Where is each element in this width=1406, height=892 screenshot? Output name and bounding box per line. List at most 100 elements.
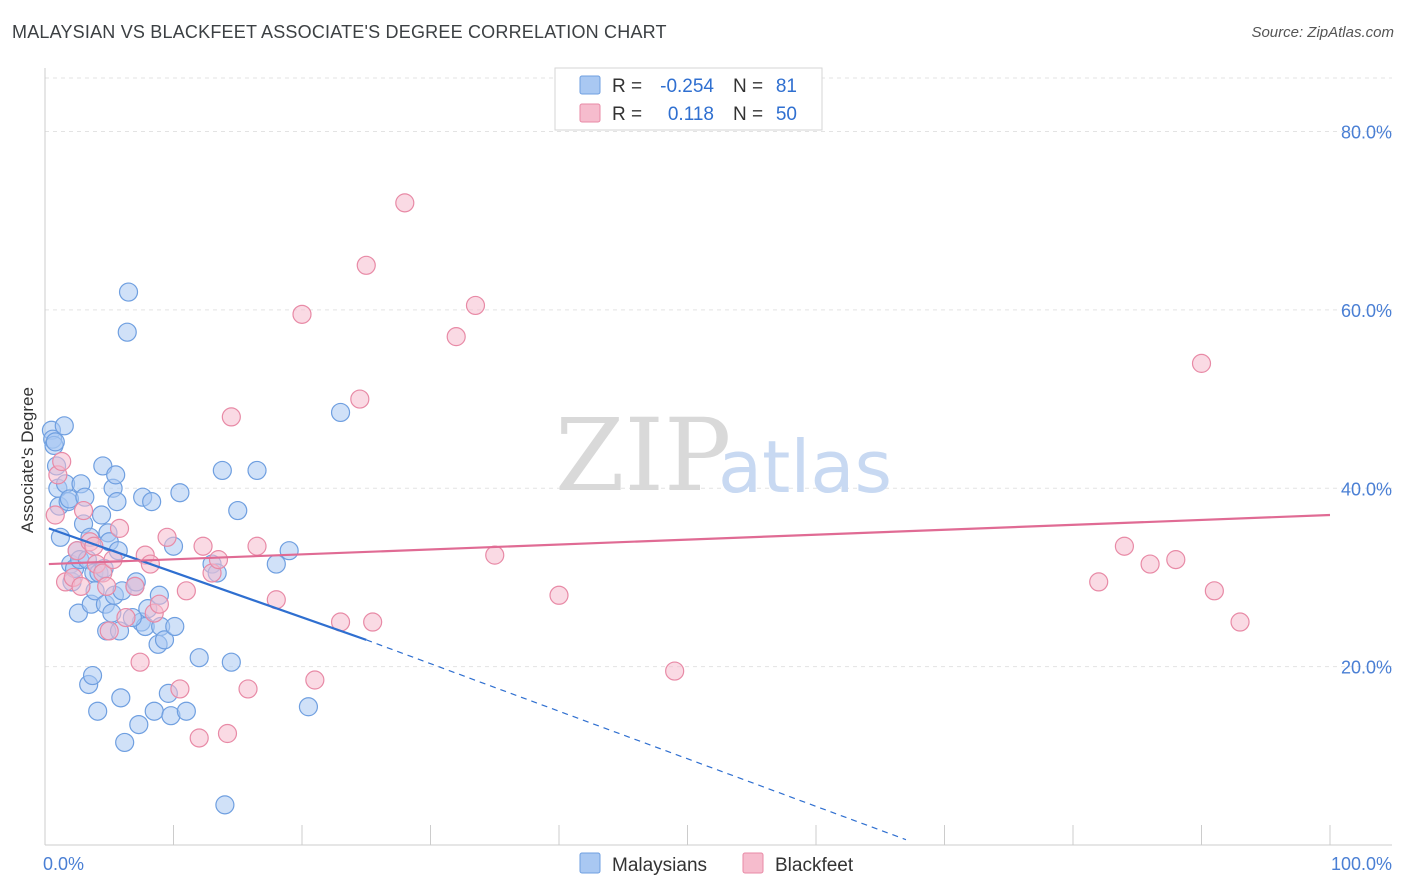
legend-r-value-0: -0.254 [660,76,714,97]
legend-swatch-blue [579,75,601,95]
point-blackfeet-43 [465,295,486,316]
point-blackfeet-33 [247,536,267,556]
point-blackfeet-51 [1191,353,1212,373]
trend-layer [48,513,1331,841]
point-malaysians-72 [228,500,248,521]
legend-r-value-1: 0.118 [668,104,714,125]
point-malaysians-51 [129,714,149,735]
legend-n-label-0: N = [733,76,763,97]
point-blackfeet-6 [71,576,91,596]
point-malaysians-65 [170,483,190,503]
point-blackfeet-0 [45,505,65,525]
bottom-legend-label-blackfeet: Blackfeet [775,855,854,876]
point-malaysians-7 [50,527,71,547]
point-blackfeet-2 [52,451,72,472]
bottom-legend: Malaysians Blackfeet [579,852,854,876]
trend-line-blackfeet [48,513,1331,566]
point-malaysians-25 [82,665,103,686]
point-malaysians-28 [88,701,108,721]
point-blackfeet-32 [238,679,258,699]
point-malaysians-80 [189,648,209,668]
bottom-legend-label-malaysians: Malaysians [612,855,707,876]
point-malaysians-74 [266,554,286,574]
trend-line-malaysians [48,527,367,641]
point-malaysians-57 [144,701,164,721]
point-blackfeet-13 [99,621,119,641]
point-malaysians-44 [111,688,131,708]
point-malaysians-77 [330,402,351,423]
point-blackfeet-52 [1204,581,1224,601]
chart-source: Source: ZipAtlas.com [1251,24,1394,41]
point-blackfeet-42 [446,327,466,347]
point-blackfeet-30 [217,723,238,744]
x-tick-label-max: 100.0% [1331,854,1392,874]
legend-n-label-1: N = [733,104,763,125]
point-malaysians-64 [165,616,185,637]
watermark: ZIP atlas [555,397,892,514]
point-blackfeet-15 [109,518,130,538]
point-malaysians-46 [115,732,135,753]
legend-r-label-0: R = [612,76,642,97]
point-blackfeet-31 [221,407,241,427]
point-blackfeet-44 [485,545,505,565]
point-blackfeet-48 [1114,536,1135,556]
watermark-atlas: atlas [718,425,892,509]
point-malaysians-3 [45,432,65,452]
y-tick-label-40: 40.0% [1341,479,1392,499]
point-malaysians-70 [215,795,235,815]
point-blackfeet-22 [149,594,169,614]
point-blackfeet-17 [125,576,145,596]
point-blackfeet-45 [549,585,569,605]
trend-line-malaysians-extension [366,639,907,841]
point-malaysians-41 [107,492,127,512]
legend-stats: R = -0.254 N = 81 R = 0.118 N = 50 [554,67,823,131]
points-layer [41,193,1250,815]
point-blackfeet-23 [157,527,177,547]
point-malaysians-69 [212,460,232,481]
point-blackfeet-49 [1140,554,1160,574]
point-blackfeet-27 [193,536,213,556]
point-malaysians-66 [176,701,196,721]
grid-layer [45,77,1392,668]
point-malaysians-71 [221,652,241,672]
point-blackfeet-40 [356,255,376,275]
point-malaysians-48 [117,322,137,342]
point-blackfeet-7 [73,500,94,521]
legend-n-value-1: 50 [776,104,797,125]
point-blackfeet-47 [1089,572,1109,592]
point-blackfeet-16 [116,607,136,628]
point-blackfeet-46 [665,661,685,681]
point-malaysians-30 [91,505,112,525]
legend-r-label-1: R = [612,104,642,125]
point-blackfeet-53 [1230,612,1250,632]
point-blackfeet-41 [395,193,415,213]
point-blackfeet-12 [97,576,117,596]
point-malaysians-47 [118,282,139,302]
point-blackfeet-24 [170,679,190,699]
point-blackfeet-50 [1166,550,1186,570]
bottom-legend-swatch-malaysians [579,852,601,874]
point-malaysians-73 [247,460,267,481]
legend-n-value-0: 81 [776,76,797,97]
point-blackfeet-18 [130,652,150,672]
point-blackfeet-29 [208,550,229,570]
y-tick-label-60: 60.0% [1341,301,1392,321]
x-tick-label-min: 0.0% [43,854,84,874]
point-blackfeet-39 [350,389,370,409]
legend-swatch-pink [579,103,601,123]
y-axis-title: Associate's Degree [18,387,37,533]
point-blackfeet-26 [189,728,209,748]
point-malaysians-40 [106,465,126,485]
point-blackfeet-38 [363,612,383,632]
point-malaysians-8 [54,416,74,436]
point-blackfeet-25 [176,581,196,601]
point-malaysians-56 [142,492,162,512]
point-malaysians-60 [154,630,175,650]
axes-layer: 20.0% 40.0% 60.0% 80.0% 0.0% 100.0% [43,68,1392,874]
point-blackfeet-35 [292,304,312,324]
bottom-legend-swatch-blackfeet [742,852,764,874]
watermark-zip: ZIP [555,397,731,514]
point-blackfeet-36 [305,670,325,690]
point-malaysians-76 [298,697,319,717]
